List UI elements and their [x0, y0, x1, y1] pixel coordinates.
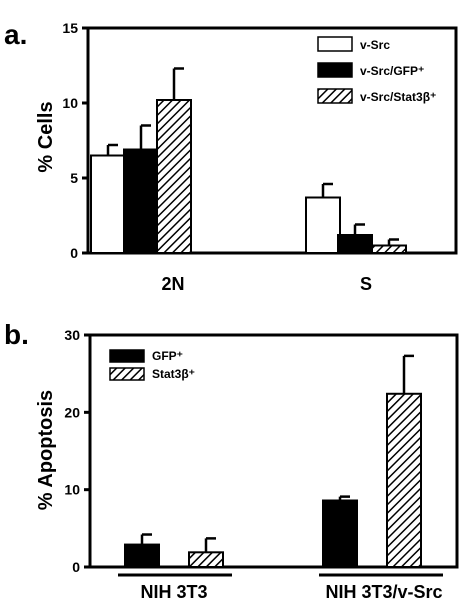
legend-label: v-Src [360, 38, 390, 52]
panel-a: a. % Cells 0 5 10 15 2N Sv-Src v-Src/GFP⁺ v-Src… [4, 19, 458, 294]
bar [188, 551, 224, 568]
bar [322, 499, 358, 569]
panel-a-y-axis-title: % Cells [35, 101, 57, 172]
bar [386, 392, 422, 569]
panel-b-plot: 0 10 20 30 NIH 3T3 NIH 3T3/v-Src GFP⁺ Stat3β⁺ [64, 327, 459, 602]
panel-b-label: b. [4, 319, 29, 350]
y-tick-label: 5 [70, 170, 78, 186]
y-tick-label: 0 [72, 559, 80, 575]
panel-b-y-axis-title: % Apoptosis [35, 390, 57, 510]
legend-swatch [317, 62, 353, 78]
y-tick-label: 10 [62, 95, 78, 111]
plot-frame [88, 333, 459, 569]
bar [124, 543, 160, 568]
panel-b: b. % Apoptosis 0 10 20 30 NIH 3T3 NIH 3T3/v-S… [4, 319, 459, 602]
y-tick-label: 30 [64, 327, 80, 343]
category-label: NIH 3T3 [140, 582, 207, 602]
legend-swatch [109, 367, 145, 381]
bar [123, 148, 159, 254]
y-tick-label: 20 [64, 404, 80, 420]
legend-swatch [317, 36, 353, 52]
bar [337, 234, 373, 254]
panel-a-label: a. [4, 19, 27, 50]
category-label: S [360, 274, 372, 294]
bar [90, 154, 126, 254]
legend-swatch [317, 88, 353, 104]
category-label: NIH 3T3/v-Src [325, 582, 442, 602]
bar [371, 244, 407, 254]
y-tick-label: 0 [70, 245, 78, 261]
legend-label: GFP⁺ [152, 349, 183, 363]
plot-frame [86, 26, 458, 255]
panel-a-plot: 0 5 10 15 2N Sv-Src v-Src/GFP⁺ v-Src/Stat3β⁺ [62, 20, 458, 294]
legend-label: v-Src/Stat3β⁺ [360, 90, 436, 104]
legend-label: Stat3β⁺ [152, 367, 195, 381]
bar [305, 196, 341, 254]
legend-label: v-Src/GFP⁺ [360, 64, 424, 78]
category-label: 2N [161, 274, 184, 294]
y-tick-label: 15 [62, 20, 78, 36]
bar [156, 99, 192, 254]
y-tick-label: 10 [64, 482, 80, 498]
legend-swatch [109, 349, 145, 363]
